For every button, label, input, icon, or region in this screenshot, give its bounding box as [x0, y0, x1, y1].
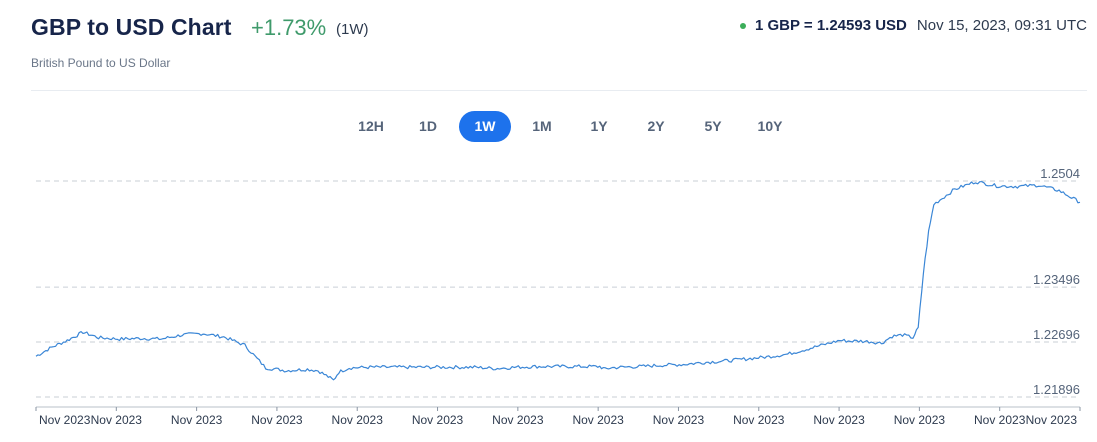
x-tick-label: Nov 2023	[572, 413, 624, 427]
live-rate: 1 GBP = 1.24593 USD Nov 15, 2023, 09:31 …	[739, 17, 1087, 34]
x-tick-label: Nov 2023	[412, 413, 464, 427]
range-button-2y[interactable]: 2Y	[647, 118, 665, 134]
change-percent: +1.73%	[251, 15, 327, 40]
x-tick-label: Nov 2023	[332, 413, 384, 427]
range-button-12h[interactable]: 12H	[358, 118, 384, 134]
rate-timestamp: Nov 15, 2023, 09:31 UTC	[916, 17, 1087, 34]
x-tick-label: Nov 2023	[91, 413, 143, 427]
range-button-5y[interactable]: 5Y	[704, 118, 722, 134]
y-tick-label: 1.2504	[1040, 166, 1080, 181]
x-tick-label: Nov 2023	[171, 413, 223, 427]
price-series-line	[35, 181, 1081, 381]
x-tick-label: Nov 2023	[733, 413, 785, 427]
range-button-1y[interactable]: 1Y	[590, 118, 608, 134]
x-tick-label: Nov 2023	[974, 413, 1026, 427]
change-period: (1W)	[336, 21, 369, 38]
x-tick-label: Nov 2023	[813, 413, 865, 427]
range-button-1m[interactable]: 1M	[532, 118, 552, 134]
y-tick-label: 1.23496	[1033, 272, 1080, 287]
range-button-1d[interactable]: 1D	[419, 118, 437, 134]
y-tick-label: 1.21896	[1033, 382, 1080, 397]
live-dot-icon	[739, 22, 746, 29]
x-tick-label: Nov 2023	[1026, 413, 1078, 427]
rate-value: 1 GBP = 1.24593 USD	[754, 17, 907, 34]
x-tick-label: Nov 2023	[653, 413, 705, 427]
header-divider	[31, 90, 1087, 91]
x-tick-label: Nov 2023	[492, 413, 544, 427]
y-tick-label: 1.22696	[1033, 327, 1080, 342]
x-tick-label: Nov 2023	[251, 413, 303, 427]
x-tick-label: Nov 2023	[894, 413, 946, 427]
time-range-selector: 12H 1D 1W 1M 1Y 2Y 5Y 10Y	[345, 111, 801, 142]
page-subtitle: British Pound to US Dollar	[31, 56, 171, 70]
range-button-1w[interactable]: 1W	[459, 111, 511, 142]
page-title: GBP to USD Chart	[31, 14, 232, 40]
range-button-10y[interactable]: 10Y	[757, 118, 783, 134]
x-tick-label: Nov 2023	[39, 413, 91, 427]
